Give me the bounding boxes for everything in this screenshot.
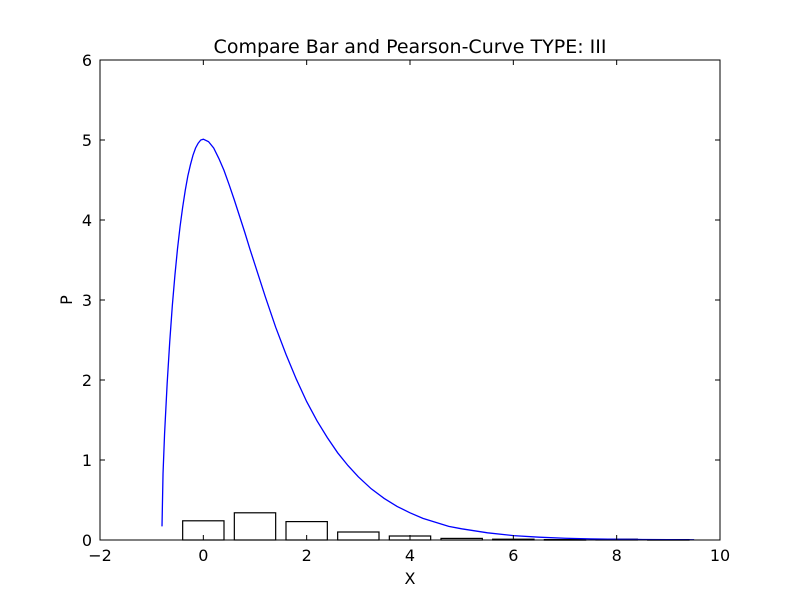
y-tick-label-2: 2 <box>82 371 92 390</box>
x-tick-label-4: 6 <box>508 546 518 565</box>
bar-3 <box>337 531 380 541</box>
plot-frame <box>99 59 721 541</box>
chart-title: Compare Bar and Pearson-Curve TYPE: III <box>214 36 607 58</box>
y-tick-label-0: 0 <box>82 531 92 550</box>
x-tick-label-5: 8 <box>612 546 622 565</box>
y-tick-label-6: 6 <box>82 51 92 70</box>
y-tick-label-1: 1 <box>82 451 92 470</box>
x-tick-label-3: 4 <box>405 546 415 565</box>
x-tick-label-2: 2 <box>302 546 312 565</box>
bar-1 <box>233 512 277 541</box>
x-tick-label-0: −2 <box>88 546 112 565</box>
pearson-curve-line <box>161 138 695 541</box>
x-tick-label-6: 10 <box>710 546 730 565</box>
y-tick-label-5: 5 <box>82 131 92 150</box>
y-tick-label-4: 4 <box>82 211 92 230</box>
y-axis-label: P <box>57 295 76 305</box>
curve-group <box>161 138 695 541</box>
y-tick-label-3: 3 <box>82 291 92 310</box>
x-tick-label-1: 0 <box>198 546 208 565</box>
x-axis-label: X <box>405 569 416 588</box>
